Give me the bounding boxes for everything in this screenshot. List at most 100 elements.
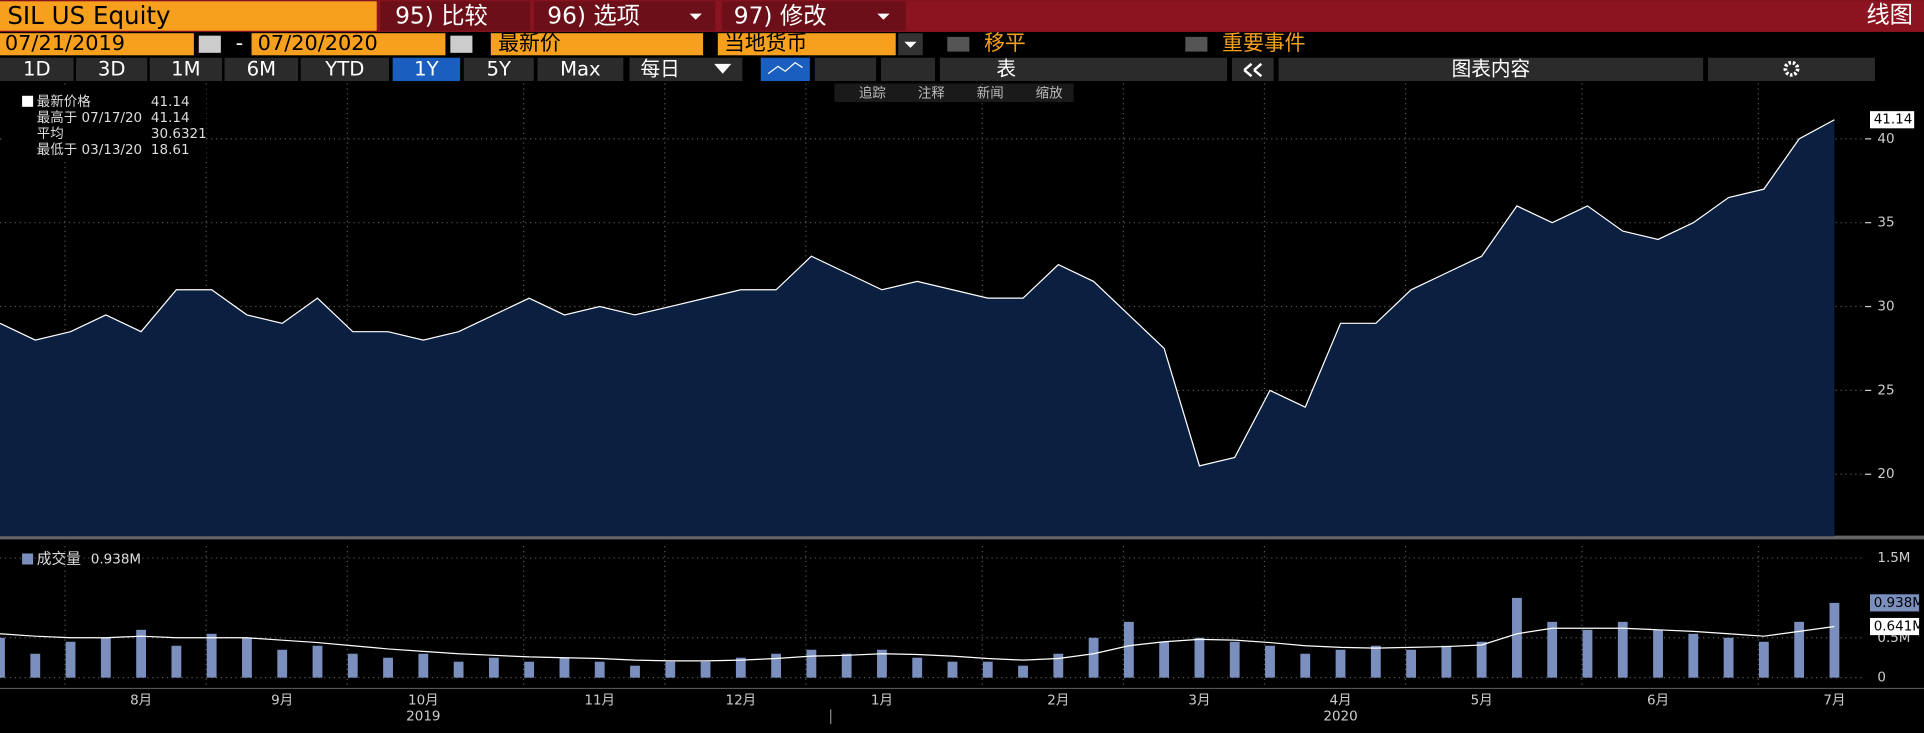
volume-bar [65, 641, 76, 678]
tool[interactable]: 新闻 [977, 85, 1004, 101]
collapse-icon [1243, 62, 1263, 78]
ticker-box[interactable] [0, 1, 377, 31]
volume-bar [1300, 653, 1311, 678]
legend-bg [3, 88, 207, 163]
volume-bar [30, 653, 41, 678]
volume-bar [1582, 629, 1593, 678]
range-button[interactable] [0, 57, 74, 82]
volume-bar [383, 657, 393, 678]
menu-button[interactable] [380, 1, 531, 31]
x-tick-label: 1月 [871, 693, 893, 709]
range-label: 5Y [487, 58, 512, 81]
moving-avg: 移平 [984, 31, 1026, 55]
menu-button[interactable] [533, 1, 716, 31]
range-button[interactable] [224, 57, 299, 82]
volume-bar [1476, 641, 1487, 678]
date-box[interactable] [0, 33, 194, 56]
last-volume-box [1870, 617, 1920, 636]
checkbox[interactable] [1185, 36, 1208, 52]
menu-item: 97) 修改 [734, 3, 827, 30]
volume-bar [1512, 597, 1522, 678]
range-label: 1M [171, 58, 200, 81]
dropdown-arrow [904, 41, 917, 48]
x-tick-label: 3月 [1188, 693, 1210, 709]
table-button[interactable] [939, 57, 1228, 82]
volume-bar [524, 661, 535, 678]
volume-average-line [0, 625, 1835, 662]
x-tick-label: 9月 [271, 693, 293, 709]
tool[interactable]: 注释 [918, 85, 945, 101]
range-button[interactable] [537, 57, 624, 82]
range-button[interactable] [463, 57, 534, 82]
field: 最新价 [498, 31, 561, 55]
range-button[interactable] [149, 57, 223, 82]
checkbox[interactable] [947, 36, 970, 52]
range-label: 1Y [414, 58, 439, 81]
volume-bar [1053, 653, 1064, 678]
volume-bar [1088, 637, 1099, 678]
price-line [0, 119, 1835, 467]
settings-button[interactable] [1708, 57, 1875, 82]
volume-bar [1229, 641, 1240, 678]
menu-item: 95) 比较 [395, 3, 488, 30]
menu-item: 96) 选项 [547, 3, 640, 30]
range-button[interactable] [392, 57, 461, 82]
collapse-button[interactable] [1231, 57, 1274, 82]
button[interactable] [814, 57, 877, 82]
content-button[interactable] [1278, 57, 1704, 82]
x-tick-label: 11月 [584, 693, 615, 709]
x-tick-label: 7月 [1823, 693, 1845, 709]
x-tick-label: 10月 [408, 693, 439, 709]
volume-bar [312, 645, 323, 678]
date-box[interactable] [251, 33, 446, 56]
volume-bar [700, 661, 711, 678]
price-area [0, 119, 1835, 537]
tool[interactable]: 缩放 [1036, 85, 1063, 101]
stat-label: 平均 [37, 126, 64, 142]
volume-bar [594, 661, 605, 678]
last-volume: 0.641M [1874, 619, 1924, 635]
currency-box[interactable] [717, 33, 896, 56]
volume-bar [1018, 665, 1028, 678]
volume-bar [1794, 621, 1805, 678]
volume-bar [630, 665, 640, 678]
gear-icon [1783, 60, 1800, 77]
volume-bar [418, 653, 429, 678]
end-date: 07/20/2020 [258, 31, 378, 55]
events: 重要事件 [1222, 31, 1305, 55]
volume-bar [1617, 621, 1628, 678]
chart-type-button[interactable] [760, 57, 810, 82]
y-tick-label: 0 [1877, 670, 1886, 686]
volume-bar [277, 649, 288, 678]
currency: 当地货币 [724, 31, 807, 55]
frequency-button[interactable] [629, 57, 743, 82]
x-tick-label: 12月 [725, 693, 756, 709]
range-button[interactable] [300, 57, 389, 82]
range-buttons: 1D 3D 1M 6M YTD 1Y 5Y Max [0, 57, 624, 82]
x-tick-label: 2月 [1047, 693, 1069, 709]
volume-bar [982, 661, 993, 678]
range-button[interactable] [76, 57, 148, 82]
menu-button[interactable] [721, 1, 906, 31]
volume-bar [1265, 645, 1275, 678]
y-tick-label: 20 [1877, 466, 1894, 482]
legend-swatch [22, 553, 34, 565]
volume-bar [206, 633, 217, 678]
calendar-icon[interactable] [450, 35, 473, 53]
volume-bar [841, 653, 852, 678]
last-price: 41.14 [1874, 112, 1913, 128]
volume-bar [1441, 645, 1452, 678]
field-box[interactable] [490, 33, 704, 56]
stat-label: 最高于 07/17/20 [37, 109, 142, 126]
view-label: 线图 [1866, 2, 1913, 29]
tool-bar [834, 83, 1074, 102]
stat-label: 最新价格 [37, 94, 91, 110]
tool[interactable]: 追踪 [859, 85, 886, 101]
calendar-icon[interactable] [198, 35, 221, 53]
last-volume: 0.938M [1874, 595, 1924, 611]
button[interactable] [881, 57, 936, 82]
year-label: 2019 [406, 709, 440, 725]
chart-icon [767, 61, 803, 75]
